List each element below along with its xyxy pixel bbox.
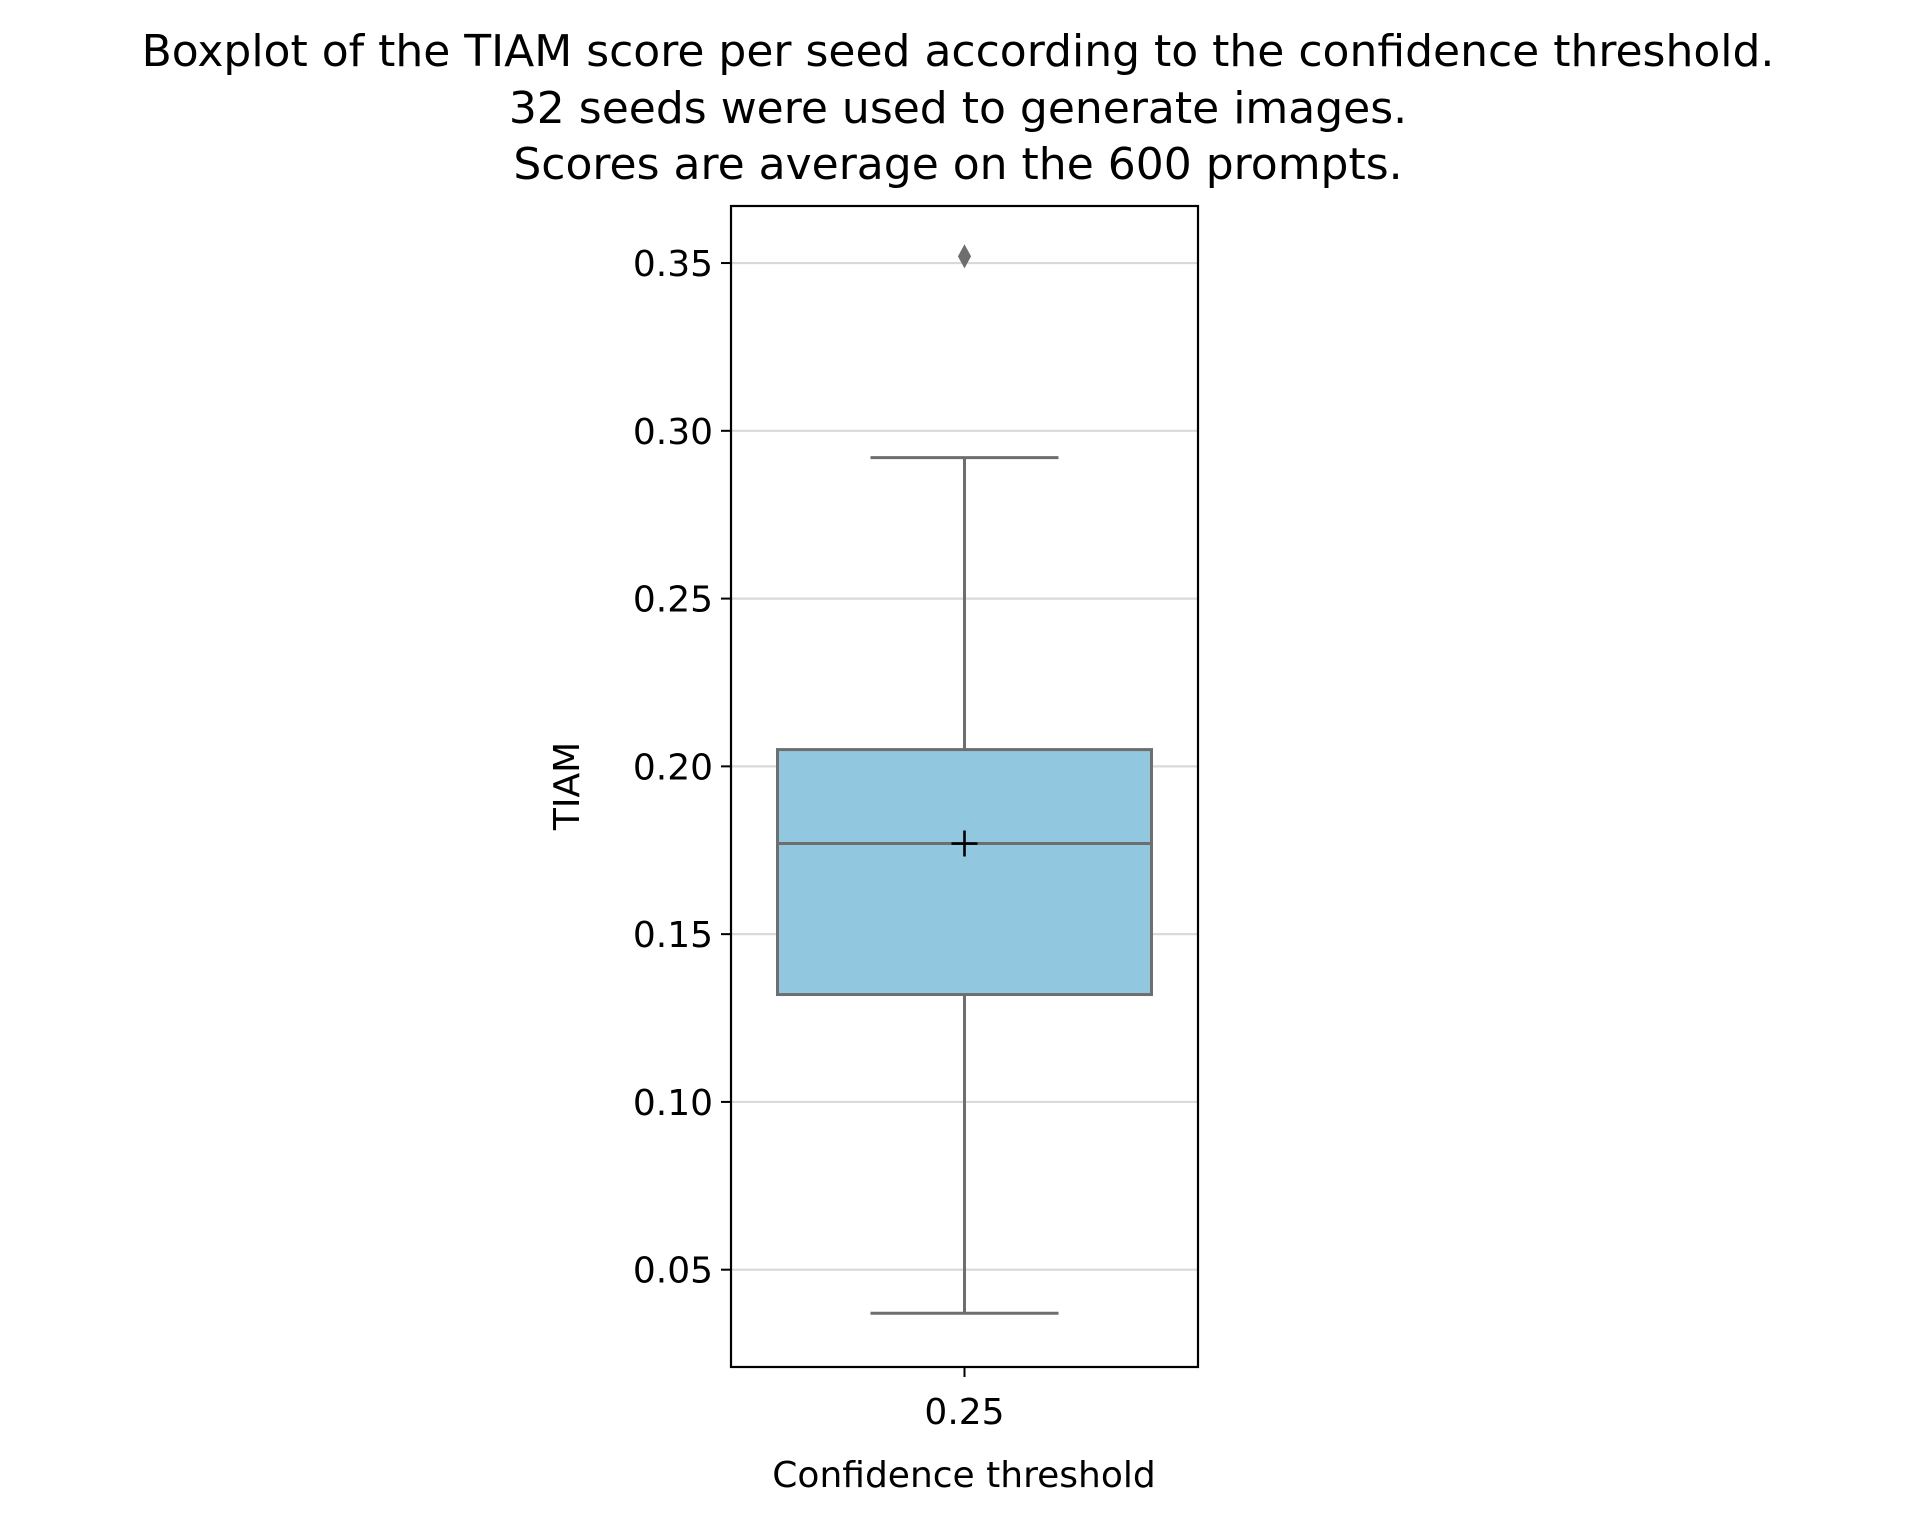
y-tick-label: 0.15	[633, 915, 713, 956]
outlier-point	[957, 244, 972, 269]
mean-marker	[951, 830, 978, 857]
y-axis-label: TIAM	[547, 742, 588, 831]
x-tick-label: 0.25	[924, 1392, 1004, 1433]
x-axis-ticks: 0.25	[924, 1367, 1005, 1433]
y-axis-ticks: 0.05 0.10 0.15 0.20 0.25 0.30 0.35	[633, 244, 731, 1292]
chart-title-line-1: Boxplot of the TIAM score per seed accor…	[141, 26, 1775, 77]
x-axis-label: Confidence threshold	[772, 1455, 1155, 1496]
y-tick-label: 0.35	[633, 244, 713, 285]
y-tick-label: 0.25	[633, 580, 713, 621]
box-series	[776, 244, 1153, 1315]
chart-title-line-2: 32 seeds were used to generate images.	[508, 83, 1408, 134]
chart-title-line-3: Scores are average on the 600 prompts.	[513, 139, 1403, 190]
y-tick-label: 0.10	[633, 1083, 713, 1124]
y-tick-label: 0.20	[633, 747, 713, 788]
box-iqr	[776, 748, 1153, 997]
y-tick-label: 0.05	[633, 1251, 713, 1292]
y-tick-label: 0.30	[633, 412, 713, 453]
